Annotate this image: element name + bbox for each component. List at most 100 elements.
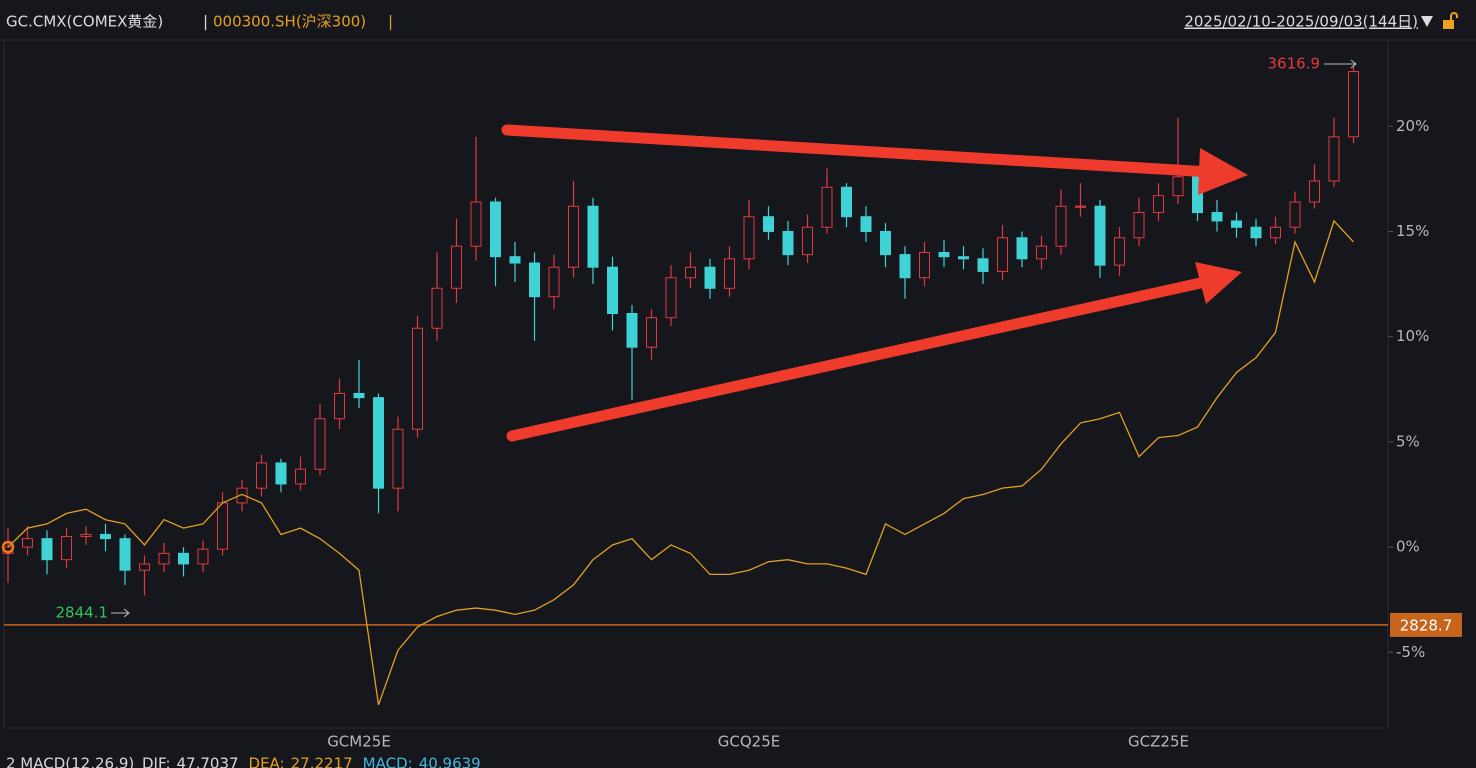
candle-body: [646, 317, 657, 348]
indicator-name: DIF:: [142, 755, 171, 768]
candle-body: [509, 256, 521, 264]
candle-body: [139, 563, 150, 571]
date-range[interactable]: 2025/02/10-2025/09/03(144日): [1184, 13, 1418, 31]
candle-body: [958, 256, 969, 260]
candle-body: [178, 552, 189, 565]
start-marker: [1, 540, 15, 554]
candle-body: [217, 502, 228, 550]
candle-body: [1114, 237, 1125, 266]
candle-body: [763, 216, 774, 232]
x-tick-label: GCZ25E: [1128, 733, 1189, 751]
candle-body: [899, 254, 911, 279]
chart-title: GC.CMX(COMEX黄金): [6, 13, 163, 31]
high-arrow: [1324, 59, 1357, 69]
indicator-value: 27.2217: [291, 755, 353, 768]
candle-body: [295, 468, 306, 485]
y-tick-label: 5%: [1396, 432, 1420, 450]
candle-body: [724, 258, 735, 289]
candle-body: [802, 226, 813, 256]
candle-body: [938, 252, 950, 258]
candle-body: [470, 201, 482, 247]
candle-body: [412, 327, 423, 430]
annotation-arrows: [501, 124, 1248, 442]
candle-body: [704, 266, 716, 289]
candle-body: [100, 533, 111, 540]
candle-body: [1016, 237, 1028, 260]
y-tick-label: 0%: [1396, 538, 1420, 556]
indicator-value: 47.7037: [177, 755, 239, 768]
candle-body: [1289, 201, 1301, 228]
candle-body: [1309, 180, 1320, 203]
y-tick-label: 15%: [1396, 222, 1429, 240]
x-tick-label: GCM25E: [327, 733, 391, 751]
indicator-label: 2 MACD(12,26,9): [6, 755, 134, 768]
candle-body: [587, 205, 599, 268]
candle-body: [860, 216, 872, 232]
candle-body: [548, 266, 560, 298]
low-label: 2844.1: [56, 604, 109, 622]
candle-body: [256, 462, 267, 489]
x-tick-label: GCQ25E: [718, 733, 780, 751]
candle-body: [568, 205, 579, 268]
dropdown-icon[interactable]: [1421, 16, 1433, 27]
lock-icon[interactable]: [1443, 12, 1458, 29]
candle-body: [529, 262, 540, 298]
candle-body: [880, 230, 891, 256]
candle-body: [1250, 226, 1262, 239]
candle-body: [314, 418, 326, 470]
separator: |: [388, 13, 393, 31]
y-tick-label: 20%: [1396, 117, 1429, 135]
candle-body: [626, 313, 638, 348]
candle-body: [665, 277, 677, 319]
candle-body: [685, 266, 696, 279]
reference-label-box: [1390, 612, 1462, 637]
y-tick-label: 10%: [1396, 327, 1429, 345]
candle-body: [61, 536, 72, 561]
candle-body: [1094, 205, 1106, 266]
candle-body: [821, 186, 833, 228]
candle-body: [977, 258, 989, 272]
candle-body: [1270, 226, 1281, 239]
candle-body: [841, 186, 852, 218]
candle-body: [1172, 176, 1184, 197]
candle-body: [41, 538, 53, 561]
y-tick-label: -5%: [1396, 643, 1425, 661]
candle-body: [431, 287, 443, 329]
candle-body: [22, 538, 33, 548]
candle-body: [80, 533, 92, 538]
candle-body: [1211, 212, 1223, 222]
candle-body: [451, 245, 462, 289]
candle-body: [197, 548, 209, 565]
compare-name: 000300.SH(沪深300): [213, 13, 366, 31]
candle-body: [158, 552, 170, 565]
candle-body: [1348, 71, 1359, 138]
candle-body: [1055, 205, 1067, 247]
candle-body: [119, 538, 131, 571]
candle-body: [1036, 245, 1047, 260]
candle-body: [782, 230, 794, 256]
compare-line: [7, 219, 1354, 706]
candle-body: [919, 252, 930, 279]
separator: |: [203, 13, 208, 31]
candle-body: [1153, 195, 1164, 214]
candle-body: [334, 392, 345, 420]
candle-body: [1133, 212, 1145, 239]
candle-body: [392, 428, 404, 489]
indicator-name: DEA:: [249, 755, 285, 768]
candle-body: [1231, 220, 1242, 228]
high-label: 3616.9: [1268, 55, 1321, 73]
candle-body: [236, 487, 248, 504]
candle-body: [607, 266, 618, 315]
candle-body: [743, 216, 755, 260]
candle-body: [490, 201, 501, 258]
candle-body: [1075, 205, 1086, 208]
indicator-value: 40.9639: [419, 755, 481, 768]
candle-body: [275, 462, 287, 485]
low-arrow: [111, 608, 130, 618]
candle-body: [353, 392, 365, 399]
candle-body: [997, 237, 1008, 272]
reference-label: 2828.7: [1400, 616, 1453, 634]
candle-body: [373, 397, 384, 489]
